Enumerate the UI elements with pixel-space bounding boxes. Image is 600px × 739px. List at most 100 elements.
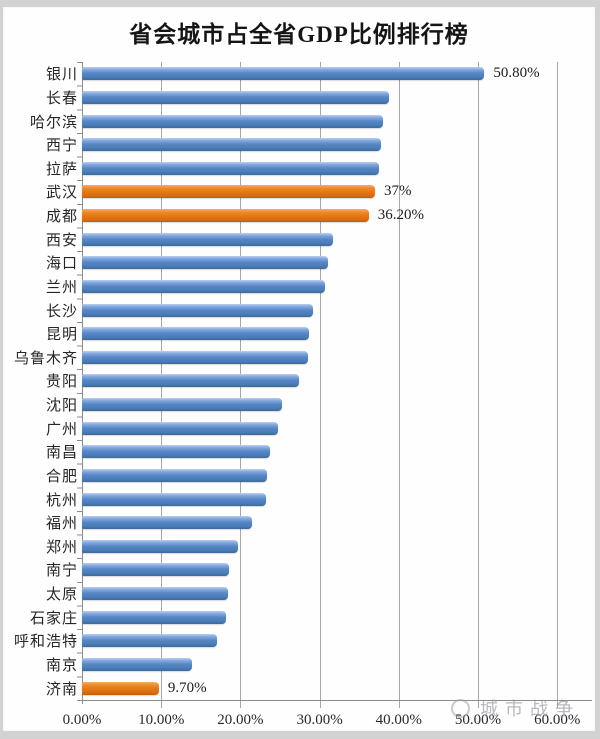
bar	[82, 610, 227, 624]
chart-row: 南宁	[3, 558, 595, 582]
bar	[82, 657, 193, 671]
bar-area	[82, 558, 595, 582]
category-label: 长沙	[45, 303, 78, 320]
bar-area	[82, 109, 595, 133]
bar	[82, 398, 282, 412]
category-label: 成都	[45, 209, 78, 226]
category-label: 昆明	[45, 327, 78, 344]
chart-row: 太原	[3, 582, 595, 606]
chart-row: 长沙	[3, 298, 595, 322]
chart-row: 沈阳	[3, 393, 595, 417]
gridline	[478, 62, 479, 708]
chart-row: 兰州	[3, 275, 595, 299]
category-label: 海口	[45, 256, 78, 273]
data-label: 36.20%	[377, 207, 424, 224]
bar	[82, 563, 229, 577]
bar-area	[82, 227, 595, 251]
category-label: 济南	[45, 681, 78, 698]
category-label: 南京	[45, 657, 78, 674]
bar-area: 36.20%	[82, 204, 595, 228]
category-label: 广州	[45, 421, 78, 438]
chart-row: 南昌	[3, 440, 595, 464]
category-label: 郑州	[45, 539, 78, 556]
x-tick-label: 20.00%	[217, 712, 264, 728]
category-label: 长春	[45, 90, 78, 107]
bar-area: 50.80%	[82, 62, 595, 86]
bar-area	[82, 393, 595, 417]
bar	[82, 90, 389, 104]
bar-area	[82, 511, 595, 535]
category-label: 兰州	[45, 279, 78, 296]
bar	[82, 327, 310, 341]
bar	[82, 492, 266, 506]
chart-row: 武汉 37%	[3, 180, 595, 204]
bar	[82, 256, 329, 270]
bar-area	[82, 275, 595, 299]
bar	[82, 587, 228, 601]
x-tick-label: 10.00%	[138, 712, 185, 728]
chart-row: 银川 50.80%	[3, 62, 595, 86]
bar	[82, 468, 267, 482]
bar-area	[82, 416, 595, 440]
chart-row: 广州	[3, 416, 595, 440]
category-label: 呼和浩特	[13, 634, 78, 651]
bar-area	[82, 86, 595, 110]
x-axis-line	[82, 700, 592, 701]
bar-area: 9.70%	[82, 676, 595, 700]
category-label: 银川	[45, 67, 78, 84]
gridline	[398, 62, 400, 708]
chart-row: 福州	[3, 511, 595, 535]
bar	[82, 421, 278, 435]
bar	[82, 67, 485, 81]
bar-area	[82, 157, 595, 181]
bar-area	[82, 605, 595, 629]
bar-area	[82, 133, 595, 157]
data-label: 50.80%	[493, 65, 540, 82]
bar-area	[82, 322, 595, 346]
bar-area	[82, 346, 595, 370]
category-label: 太原	[45, 587, 78, 604]
chart-row: 合肥	[3, 464, 595, 488]
chart-row: 西安	[3, 227, 595, 251]
bar-area	[82, 298, 595, 322]
category-label: 哈尔滨	[29, 114, 78, 131]
category-label: 石家庄	[29, 610, 78, 627]
chart-row: 哈尔滨	[3, 109, 595, 133]
data-label: 37%	[384, 183, 412, 200]
bar	[82, 539, 239, 553]
gridline	[557, 62, 559, 708]
bar	[82, 445, 271, 459]
bar-area	[82, 251, 595, 275]
bar-area	[82, 653, 595, 677]
bar-area	[82, 629, 595, 653]
category-label: 贵阳	[45, 374, 78, 391]
chart-rows: 银川 50.80% 长春 哈尔滨 西宁 拉萨 武汉 37% 成都 36.20% 西安 海口 兰州 长沙 昆明…	[3, 62, 595, 700]
bar	[82, 279, 326, 293]
bar	[82, 634, 217, 648]
chart-row: 昆明	[3, 322, 595, 346]
bar-area	[82, 487, 595, 511]
category-label: 杭州	[45, 492, 78, 509]
chart-row: 贵阳	[3, 369, 595, 393]
category-label: 西安	[45, 232, 78, 249]
chart-row: 拉萨	[3, 157, 595, 181]
chart-card: 省会城市占全省GDP比例排行榜 银川 50.80% 长春 哈尔滨 西宁 拉萨 武汉 37% 成都…	[3, 7, 595, 731]
category-label: 乌鲁木齐	[13, 350, 78, 367]
bar-highlighted	[82, 185, 376, 199]
bar	[82, 114, 383, 128]
bar	[82, 232, 334, 246]
category-label: 拉萨	[45, 161, 78, 178]
bar-highlighted	[82, 209, 369, 223]
bar	[82, 516, 253, 530]
bar	[82, 138, 381, 152]
chart-row: 郑州	[3, 535, 595, 559]
bar	[82, 303, 314, 317]
category-label: 福州	[45, 516, 78, 533]
data-label: 9.70%	[167, 679, 207, 696]
category-label: 武汉	[45, 185, 78, 202]
chart-row: 呼和浩特	[3, 629, 595, 653]
bar	[82, 350, 308, 364]
category-label: 合肥	[45, 468, 78, 485]
x-tick-label: 50.00%	[454, 712, 502, 728]
bar	[82, 374, 299, 388]
